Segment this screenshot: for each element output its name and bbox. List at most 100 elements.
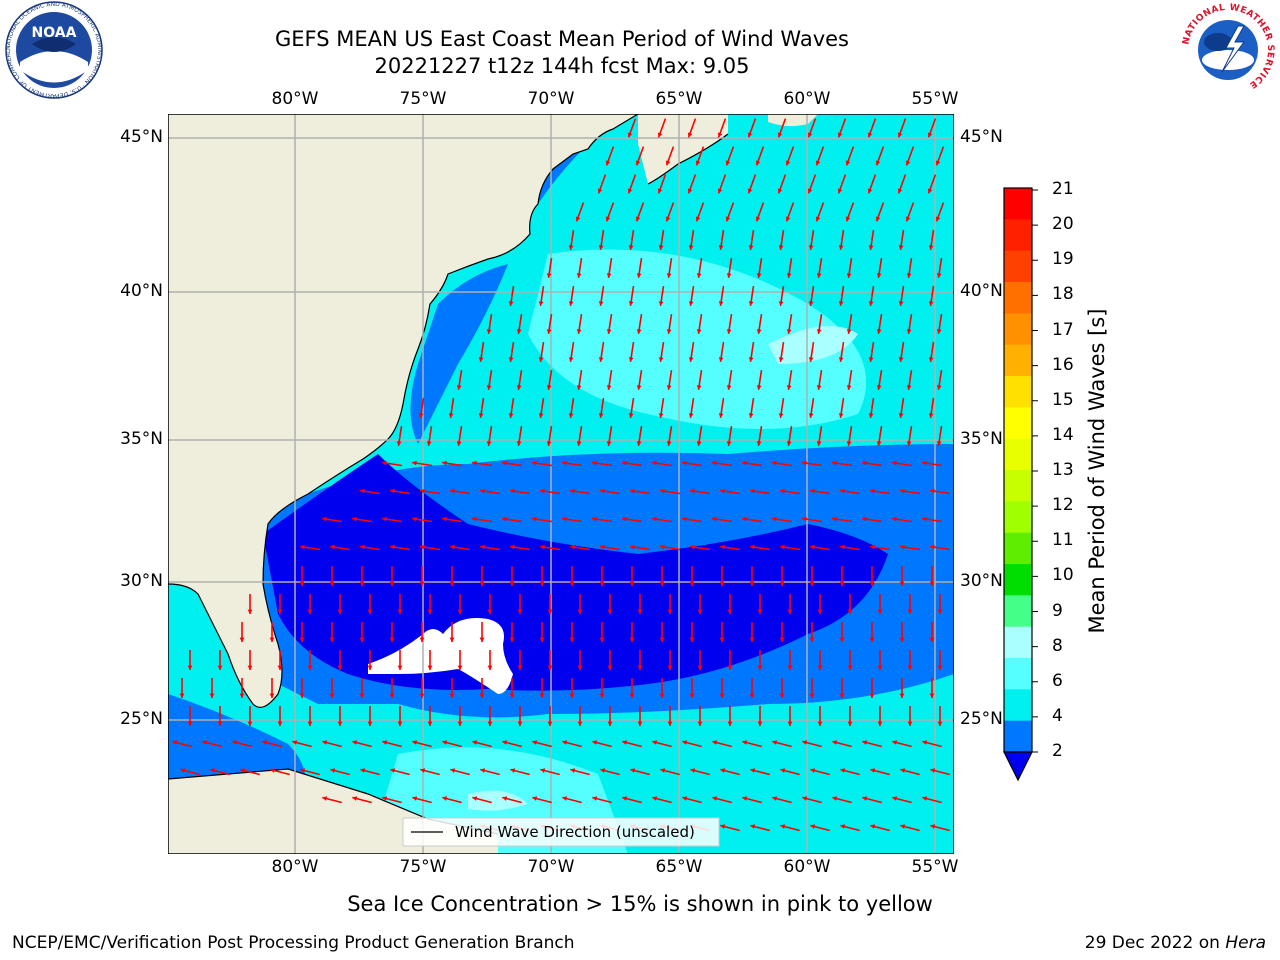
wave-direction-arrow [539, 566, 545, 586]
wave-direction-arrow [778, 397, 785, 419]
wave-direction-arrow [719, 678, 725, 698]
wave-direction-arrow [847, 650, 853, 670]
wave-direction-arrow [659, 544, 681, 551]
wave-direction-arrow [539, 622, 545, 642]
wave-direction-arrow [838, 285, 845, 307]
wave-direction-arrow [922, 740, 942, 748]
wave-direction-arrow [711, 460, 733, 467]
wave-direction-arrow [809, 566, 815, 586]
longitude-label: 65°W [655, 89, 703, 109]
wave-direction-arrow [628, 229, 635, 251]
wave-direction-arrow [899, 544, 921, 551]
wave-direction-arrow [847, 706, 853, 726]
wave-direction-arrow [307, 650, 313, 670]
wave-direction-arrow [778, 229, 785, 251]
wave-direction-arrow [546, 313, 553, 335]
wave-direction-arrow [905, 202, 915, 222]
wave-direction-arrow [757, 650, 763, 670]
colorbar-segment [1004, 188, 1032, 220]
wave-direction-arrow [891, 516, 913, 523]
wave-direction-arrow [779, 622, 785, 642]
wave-direction-arrow [299, 622, 305, 642]
wave-direction-arrow [562, 740, 582, 748]
wave-direction-arrow [697, 706, 703, 726]
wave-direction-arrow [682, 796, 702, 804]
wave-direction-arrow [449, 622, 455, 642]
wave-direction-arrow [817, 594, 823, 614]
latitude-label: 40°N [960, 281, 1003, 301]
wave-direction-arrow [749, 622, 755, 642]
wave-direction-arrow [869, 622, 875, 642]
wave-direction-arrow [629, 678, 635, 698]
wave-direction-arrow [809, 544, 831, 551]
wave-direction-arrow [741, 460, 763, 467]
wave-direction-arrow [905, 146, 915, 166]
wave-direction-arrow [929, 622, 935, 642]
wave-direction-arrow [420, 768, 440, 776]
wave-direction-arrow [712, 796, 732, 804]
wave-direction-arrow [755, 146, 765, 166]
wave-direction-arrow [666, 425, 673, 447]
colorbar-segment [1004, 501, 1032, 534]
wave-direction-arrow [628, 285, 635, 307]
wave-direction-arrow [292, 740, 312, 748]
wave-direction-arrow [457, 706, 463, 726]
wave-direction-arrow [299, 678, 305, 698]
wave-direction-arrow [419, 488, 441, 495]
wave-direction-arrow [591, 460, 613, 467]
wave-direction-arrow [817, 706, 823, 726]
wave-direction-arrow [502, 796, 522, 804]
wave-direction-arrow [412, 740, 432, 748]
wave-direction-arrow [681, 460, 703, 467]
wave-direction-arrow [478, 341, 485, 363]
wave-direction-arrow [508, 397, 515, 419]
wave-direction-arrow [936, 369, 943, 391]
wave-direction-arrow [846, 425, 853, 447]
wave-direction-arrow [606, 369, 613, 391]
wave-direction-arrow [839, 566, 845, 586]
wave-direction-arrow [606, 257, 613, 279]
colorbar-tick-label: 13 [1052, 460, 1074, 480]
wave-direction-arrow [627, 118, 637, 138]
wave-direction-arrow [449, 488, 471, 495]
wave-direction-arrow [247, 594, 253, 614]
wave-direction-arrow [682, 740, 702, 748]
latitude-label: 30°N [960, 571, 1003, 591]
wave-direction-arrow [367, 650, 373, 670]
wave-direction-arrow [486, 313, 493, 335]
wave-direction-arrow [749, 566, 755, 586]
nws-logo: NATIONAL WEATHER SERVICE [1181, 3, 1275, 96]
wave-direction-arrow [321, 516, 343, 523]
wave-direction-arrow [845, 146, 855, 166]
wave-direction-arrow [232, 740, 252, 748]
wave-direction-arrow [657, 118, 667, 138]
colorbar-tick-label: 18 [1052, 284, 1074, 305]
wave-direction-arrow [651, 460, 673, 467]
wave-direction-arrow [777, 174, 787, 194]
wave-direction-arrow [390, 768, 410, 776]
wave-direction-arrow [277, 706, 283, 726]
wave-direction-arrow [509, 678, 515, 698]
wave-direction-arrow [606, 313, 613, 335]
wave-direction-arrow [569, 678, 575, 698]
latitude-label: 45°N [120, 127, 163, 147]
wave-direction-arrow [217, 706, 223, 726]
wave-direction-arrow [756, 369, 763, 391]
colorbar-segment [1004, 689, 1032, 722]
wave-direction-arrow [329, 566, 335, 586]
longitude-label: 80°W [271, 857, 319, 877]
wave-direction-arrow [756, 313, 763, 335]
wave-direction-arrow [457, 594, 463, 614]
wave-direction-arrow [569, 488, 591, 495]
wave-direction-arrow [928, 397, 935, 419]
wave-direction-arrow [808, 397, 815, 419]
longitude-label: 65°W [655, 857, 703, 877]
wave-direction-arrow [839, 544, 861, 551]
wave-direction-arrow [509, 544, 531, 551]
wave-direction-arrow [531, 516, 553, 523]
wave-direction-arrow [809, 622, 815, 642]
wave-direction-arrow [719, 488, 741, 495]
wave-direction-arrow [456, 425, 463, 447]
wave-direction-arrow [210, 768, 230, 776]
wave-direction-arrow [689, 566, 695, 586]
